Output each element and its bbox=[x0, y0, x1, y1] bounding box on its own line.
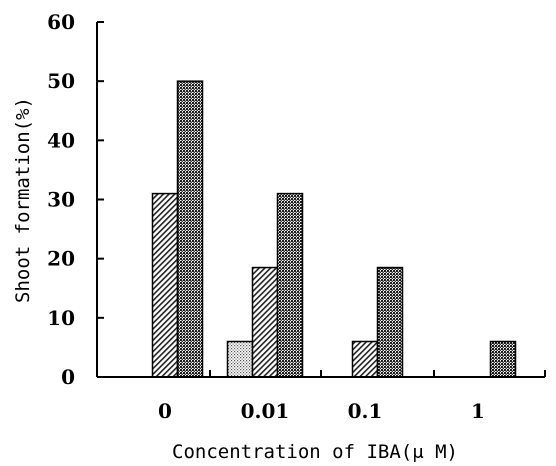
bar-series2-0.1 bbox=[351, 340, 379, 378]
bar-series3-0.01 bbox=[276, 192, 304, 378]
y-tick-label: 0 bbox=[61, 365, 75, 389]
y-axis-title: Shoot formation(%) bbox=[12, 97, 34, 303]
y-tick-label: 20 bbox=[47, 247, 75, 271]
y-tick-label: 60 bbox=[47, 10, 75, 34]
bar-series3-0.1 bbox=[376, 266, 404, 378]
bar-series3-0 bbox=[176, 80, 204, 378]
y-tick-label: 50 bbox=[47, 69, 75, 93]
y-tick-label: 30 bbox=[47, 188, 75, 212]
bar-series2-0 bbox=[151, 192, 179, 378]
y-axis-ticks: 0 10 20 30 40 50 60 bbox=[47, 10, 104, 389]
x-tick-label-2: 0.01 bbox=[241, 399, 290, 423]
bar-series1-0.01 bbox=[226, 340, 254, 378]
x-axis-ticks: 0 0.01 0.1 1 bbox=[158, 370, 546, 423]
x-tick-label-1: 0 bbox=[158, 399, 172, 423]
x-tick-label-3: 0.1 bbox=[348, 399, 383, 423]
y-tick-label: 10 bbox=[47, 306, 75, 330]
bar-series2-0.01 bbox=[251, 266, 279, 378]
bars-layer bbox=[151, 80, 517, 378]
y-tick-label: 40 bbox=[47, 128, 75, 152]
bar-series3-1 bbox=[489, 340, 517, 378]
x-axis-title: Concentration of IBA(μ M) bbox=[172, 441, 458, 463]
x-tick-label-4: 1 bbox=[471, 399, 485, 423]
